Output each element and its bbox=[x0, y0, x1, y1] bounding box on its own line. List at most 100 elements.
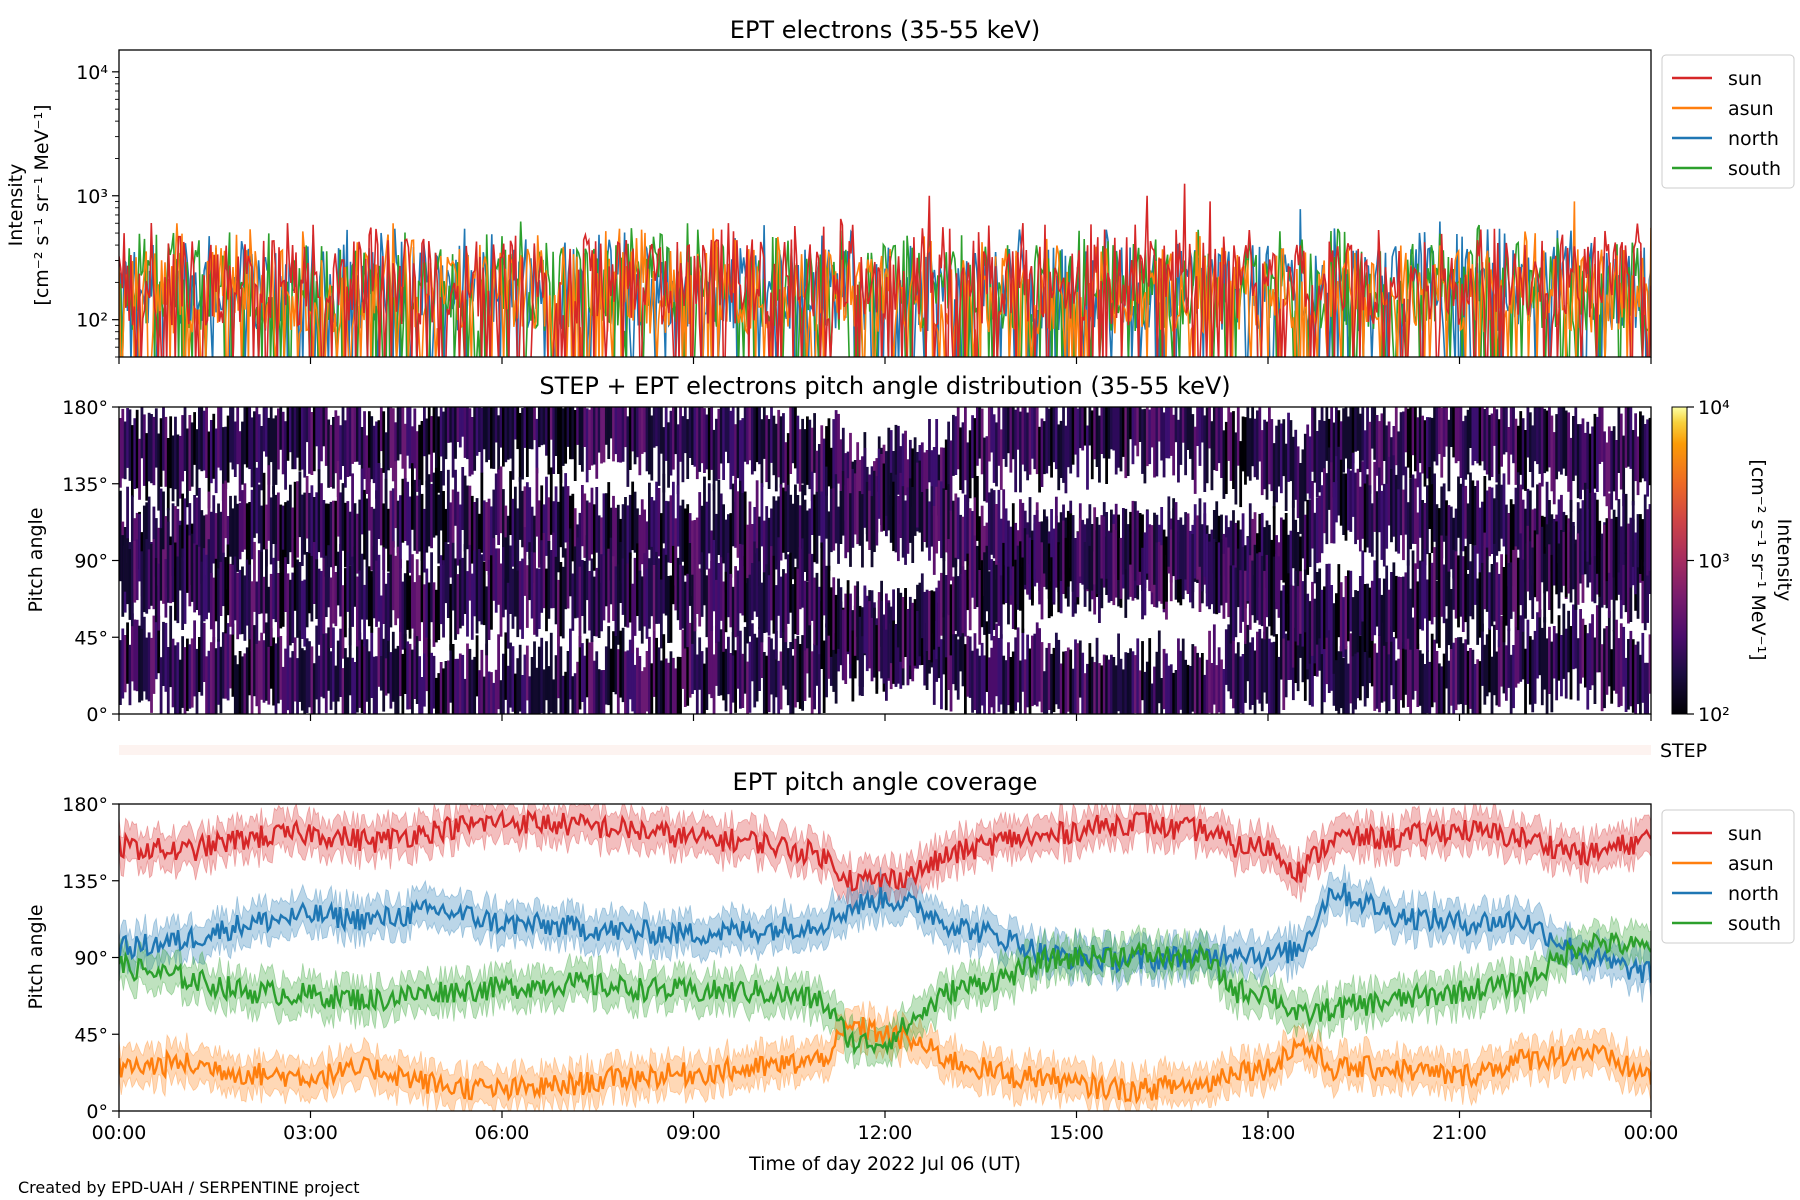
heatmap-cell bbox=[1004, 523, 1008, 604]
heatmap-cell bbox=[1081, 522, 1085, 585]
x-tick-label: 00:00 bbox=[92, 1122, 147, 1144]
heatmap-cell bbox=[679, 505, 682, 579]
heatmap-cell bbox=[707, 483, 711, 554]
heatmap-cell bbox=[1533, 407, 1537, 462]
heatmap-cell bbox=[123, 421, 127, 480]
heatmap-cell bbox=[1311, 581, 1314, 656]
heatmap-cell bbox=[1471, 544, 1475, 620]
heatmap-cell bbox=[207, 491, 211, 568]
heatmap-cell bbox=[399, 495, 402, 569]
heatmap-cell bbox=[1160, 407, 1164, 461]
heatmap-cell bbox=[1605, 626, 1609, 695]
heatmap-cell bbox=[580, 407, 584, 472]
heatmap-cell bbox=[1208, 407, 1211, 449]
heatmap-cell bbox=[1054, 632, 1058, 705]
heatmap-cell bbox=[762, 407, 766, 459]
svg-text:[cm⁻² s⁻¹ sr⁻¹ MeV⁻¹]: [cm⁻² s⁻¹ sr⁻¹ MeV⁻¹] bbox=[31, 104, 53, 305]
heatmap-cell bbox=[789, 407, 793, 474]
heatmap-cell bbox=[786, 648, 790, 706]
heatmap-cell bbox=[1335, 456, 1338, 523]
heatmap-cell bbox=[940, 447, 943, 508]
heatmap-cell bbox=[123, 527, 127, 592]
heatmap-cell bbox=[1646, 662, 1649, 714]
heatmap-cell bbox=[1066, 407, 1070, 468]
heatmap-cell bbox=[1102, 654, 1106, 714]
heatmap-cell bbox=[248, 407, 252, 470]
heatmap-cell bbox=[961, 627, 965, 687]
heatmap-cell bbox=[1457, 407, 1460, 462]
heatmap-cell bbox=[1042, 671, 1046, 714]
heatmap-cell bbox=[825, 426, 828, 496]
heatmap-cell bbox=[265, 407, 268, 457]
heatmap-cell bbox=[997, 638, 1001, 712]
series-line-north bbox=[119, 209, 1651, 357]
heatmap-cell bbox=[243, 407, 247, 465]
heatmap-cell bbox=[1402, 576, 1405, 649]
heatmap-cell bbox=[1440, 666, 1444, 714]
heatmap-cell bbox=[463, 544, 467, 614]
heatmap-cell bbox=[406, 407, 410, 456]
heatmap-cell bbox=[791, 407, 795, 464]
heatmap-cell bbox=[332, 500, 335, 569]
heatmap-cell bbox=[892, 451, 895, 507]
heatmap-cell bbox=[616, 649, 620, 714]
heatmap-cell bbox=[391, 488, 395, 548]
heatmap-cell bbox=[944, 575, 948, 658]
heatmap-cell bbox=[1502, 621, 1506, 694]
heatmap-cell bbox=[1215, 407, 1219, 471]
heatmap-cell bbox=[186, 428, 189, 508]
heatmap-cell bbox=[995, 623, 998, 697]
heatmap-cell bbox=[164, 416, 168, 487]
heatmap-cell bbox=[1014, 522, 1018, 591]
heatmap-cell bbox=[178, 525, 182, 591]
heatmap-cell bbox=[1052, 528, 1056, 603]
heatmap-cell bbox=[911, 609, 915, 672]
heatmap-cell bbox=[722, 636, 726, 701]
heatmap-cell bbox=[1476, 480, 1480, 554]
heatmap-cell bbox=[530, 657, 534, 714]
heatmap-cell bbox=[1380, 490, 1384, 560]
heatmap-cell bbox=[1634, 644, 1638, 714]
heatmap-cell bbox=[413, 633, 417, 699]
heatmap-cell bbox=[162, 621, 165, 686]
heatmap-cell bbox=[585, 408, 589, 483]
heatmap-cell bbox=[284, 502, 287, 572]
panel-pitch-coverage: EPT pitch angle coverage 0°45°90°135°180… bbox=[25, 768, 1795, 1175]
heatmap-cell bbox=[1330, 585, 1334, 648]
heatmap-cell bbox=[1121, 508, 1125, 575]
heatmap-cell bbox=[1548, 500, 1551, 563]
heatmap-cell bbox=[1272, 641, 1276, 714]
heatmap-cell bbox=[944, 489, 948, 553]
heatmap-cell bbox=[511, 407, 515, 480]
heatmap-cell bbox=[1011, 651, 1015, 714]
heatmap-cell bbox=[296, 559, 299, 638]
heatmap-cell bbox=[344, 568, 347, 638]
heatmap-cell bbox=[597, 669, 601, 714]
heatmap-cell bbox=[554, 486, 558, 558]
heatmap-cell bbox=[715, 418, 718, 481]
heatmap-cell bbox=[1346, 570, 1350, 642]
heatmap-cell bbox=[1399, 473, 1403, 536]
heatmap-cell bbox=[162, 549, 165, 604]
heatmap-cell bbox=[1330, 462, 1334, 544]
heatmap-cell bbox=[815, 450, 819, 508]
heatmap-cell bbox=[195, 648, 199, 714]
heatmap-cell bbox=[810, 651, 814, 714]
heatmap-cell bbox=[317, 469, 321, 553]
heatmap-cell bbox=[351, 657, 354, 714]
heatmap-cell bbox=[317, 568, 321, 645]
heatmap-cell bbox=[1437, 663, 1441, 714]
heatmap-cell bbox=[502, 407, 505, 467]
heatmap-cell bbox=[1459, 483, 1463, 558]
heatmap-cell bbox=[135, 619, 139, 692]
heatmap-cell bbox=[1351, 639, 1355, 714]
heatmap-cell bbox=[1323, 420, 1326, 499]
heatmap-cell bbox=[698, 568, 702, 627]
heatmap-cell bbox=[1447, 571, 1451, 646]
coverage-line-asun bbox=[119, 1016, 1651, 1105]
heatmap-cell bbox=[995, 504, 998, 580]
heatmap-cell bbox=[159, 418, 163, 487]
heatmap-cell bbox=[284, 648, 287, 714]
heatmap-cell bbox=[1540, 627, 1544, 706]
